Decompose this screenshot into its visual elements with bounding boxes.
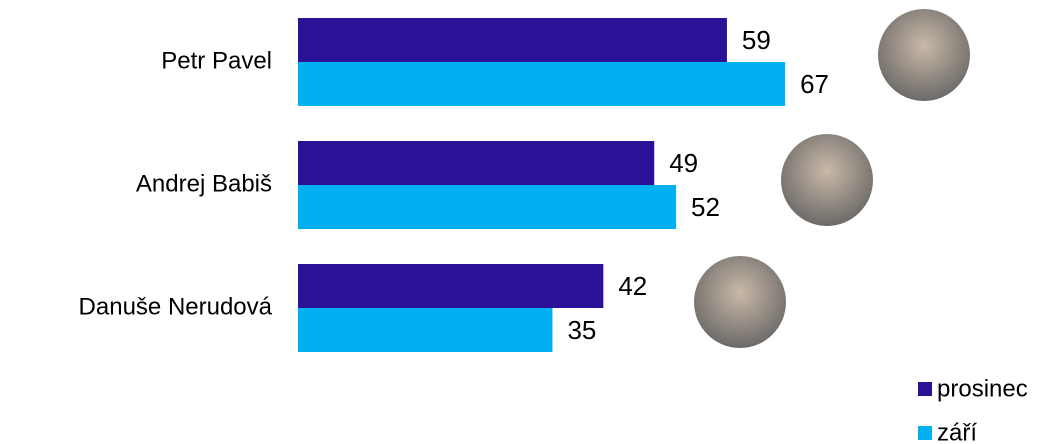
photo xyxy=(781,134,873,226)
bar xyxy=(298,141,655,185)
value-label: 42 xyxy=(618,271,647,301)
legend-label: září xyxy=(937,419,977,444)
value-label: 59 xyxy=(742,25,771,55)
value-label: 52 xyxy=(691,192,720,222)
value-label: 67 xyxy=(800,69,829,99)
bar xyxy=(298,185,677,229)
bar xyxy=(298,264,604,308)
category-label: Petr Pavel xyxy=(161,47,272,74)
legend-swatch xyxy=(918,426,932,440)
bar xyxy=(298,62,786,106)
photo xyxy=(878,9,970,101)
category-label: Andrej Babiš xyxy=(136,170,272,197)
value-label: 49 xyxy=(669,148,698,178)
bar xyxy=(298,18,727,62)
bar xyxy=(298,308,553,352)
legend-label: prosinec xyxy=(937,375,1028,402)
legend-swatch xyxy=(918,382,932,396)
photo xyxy=(694,256,786,348)
value-label: 35 xyxy=(567,315,596,345)
category-label: Danuše Nerudová xyxy=(79,293,273,320)
